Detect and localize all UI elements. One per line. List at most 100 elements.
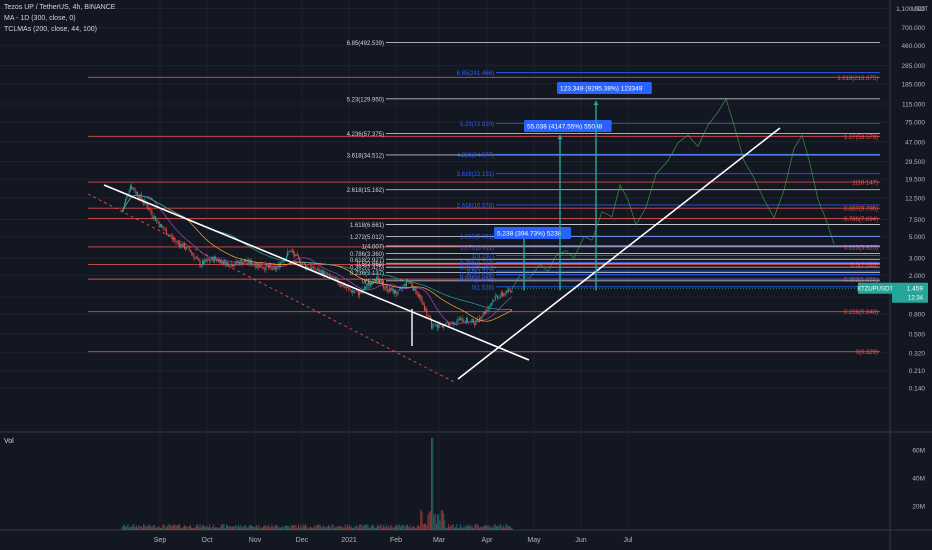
candle-body xyxy=(383,286,385,289)
indicator-ma-legend[interactable]: MA - 1D (300, close, 0) xyxy=(4,15,76,22)
volume-bar xyxy=(336,526,338,530)
candle-body xyxy=(225,262,227,266)
candle-body xyxy=(413,287,415,291)
fib-blue-label: 3.618(22.151) xyxy=(457,172,494,178)
volume-bar xyxy=(247,527,249,530)
volume-bar xyxy=(437,514,439,530)
volume-bar xyxy=(360,524,362,530)
candle-body xyxy=(218,258,220,264)
candle-body xyxy=(326,272,328,276)
candle-body xyxy=(438,324,440,329)
candle-body xyxy=(149,209,151,211)
candle-body xyxy=(236,260,238,263)
candle-body xyxy=(161,224,163,227)
volume-bar xyxy=(152,525,154,530)
candle-body xyxy=(330,274,332,277)
candle-body xyxy=(296,253,298,256)
price-tick-label: 0.210 xyxy=(909,368,926,375)
volume-bar xyxy=(192,527,194,530)
volume-bar xyxy=(368,527,370,530)
price-tick-label: 7.500 xyxy=(909,217,926,224)
volume-bar xyxy=(505,524,507,530)
volume-label: Vol xyxy=(4,438,14,445)
candle-body xyxy=(185,248,187,250)
time-tick-label: Jul xyxy=(624,537,633,544)
volume-bar xyxy=(488,526,490,530)
volume-bar xyxy=(449,527,451,530)
volume-bar xyxy=(372,524,374,530)
volume-bar xyxy=(365,524,367,530)
candle-body xyxy=(259,265,261,268)
candle-body xyxy=(495,295,497,297)
volume-bar xyxy=(461,527,463,530)
candle-body xyxy=(162,226,164,229)
candle-body xyxy=(277,263,279,267)
candle-body xyxy=(227,262,229,263)
candle-body xyxy=(390,287,392,291)
volume-bar xyxy=(447,524,449,530)
volume-bar xyxy=(264,525,266,530)
candle-body xyxy=(506,290,508,293)
volume-bar xyxy=(509,525,511,530)
candle-body xyxy=(228,262,230,267)
candle-body xyxy=(321,270,323,275)
candle-body xyxy=(241,260,243,265)
volume-bar xyxy=(211,527,213,530)
volume-bar xyxy=(149,524,151,530)
candle-body xyxy=(431,319,433,329)
volume-bar xyxy=(227,525,229,530)
candle-body xyxy=(275,267,277,270)
volume-bar xyxy=(342,527,344,530)
volume-bar xyxy=(168,524,170,530)
price-tick-label: 0.800 xyxy=(909,312,926,319)
volume-bar xyxy=(507,526,509,530)
candle-body xyxy=(350,290,352,293)
candle-body xyxy=(385,286,387,289)
time-tick-label: Feb xyxy=(390,537,402,544)
volume-bar xyxy=(194,527,196,530)
candle-body xyxy=(417,294,419,297)
fib-blue-label: 0.236(1.834) xyxy=(460,278,494,284)
volume-bar xyxy=(434,513,436,530)
candle-body xyxy=(389,287,391,292)
volume-bar xyxy=(299,527,301,530)
volume-bar xyxy=(431,438,433,530)
candle-body xyxy=(416,293,418,295)
volume-bar xyxy=(458,527,460,530)
volume-bar xyxy=(379,525,381,530)
candle-body xyxy=(396,293,398,295)
volume-bar xyxy=(504,527,506,530)
volume-bar xyxy=(354,527,356,530)
candle-body xyxy=(491,302,493,305)
candle-body xyxy=(359,292,361,296)
volume-bar xyxy=(199,524,201,530)
candle-body xyxy=(314,269,316,271)
volume-bar xyxy=(145,526,147,530)
indicator-tclmas-legend[interactable]: TCLMAs (200, close, 44, 100) xyxy=(4,26,97,33)
volume-bar xyxy=(464,527,466,530)
candle-body xyxy=(339,284,341,286)
candle-body xyxy=(462,318,464,323)
candle-body xyxy=(511,290,513,293)
candle-body xyxy=(263,268,265,269)
volume-bar xyxy=(489,527,491,530)
symbol-title[interactable]: Tezos UP / TetherUS, 4h, BINANCE xyxy=(4,4,115,11)
volume-bar xyxy=(203,525,205,530)
volume-bar xyxy=(221,524,223,530)
candle-body xyxy=(223,259,225,264)
volume-bar xyxy=(427,514,429,530)
candle-body xyxy=(463,322,465,323)
candle-body xyxy=(433,323,435,325)
volume-bar xyxy=(163,524,165,530)
volume-bar xyxy=(307,527,309,530)
candle-body xyxy=(153,216,155,219)
candle-body xyxy=(356,290,358,292)
candle-body xyxy=(194,257,196,259)
candle-body xyxy=(357,290,359,296)
candle-body xyxy=(404,284,406,286)
candle-body xyxy=(387,291,389,292)
volume-bar xyxy=(348,526,350,530)
volume-bar xyxy=(359,524,361,530)
